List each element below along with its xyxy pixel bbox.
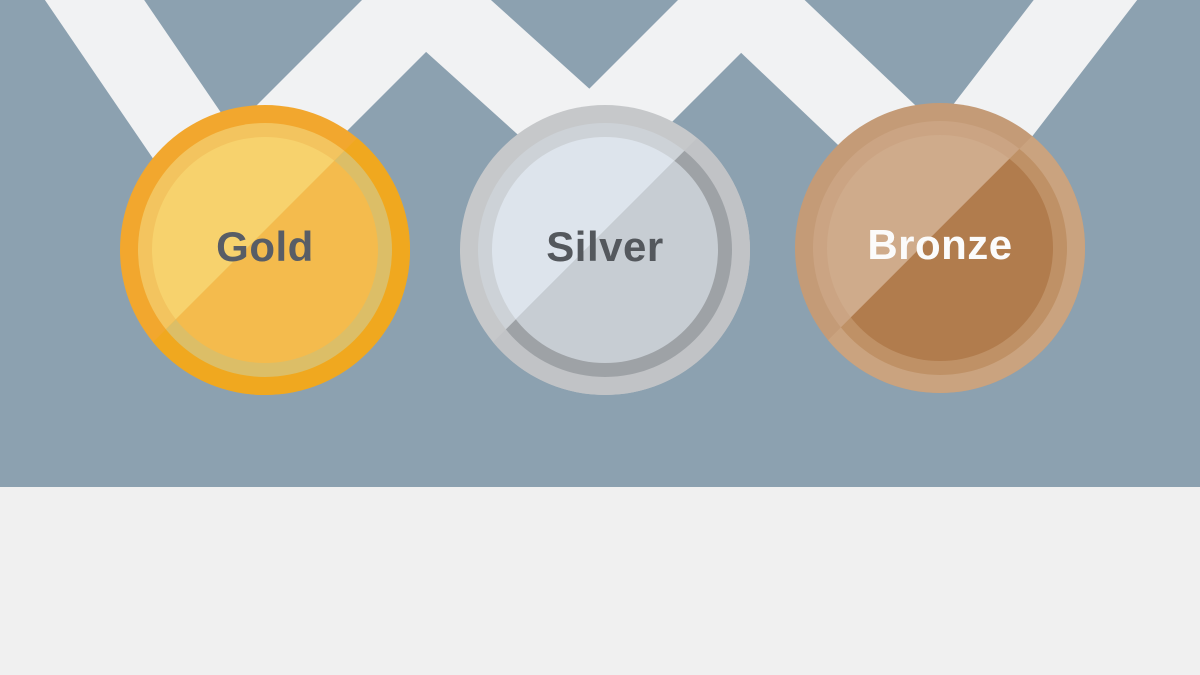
medal-gold-icon xyxy=(120,105,410,395)
medal-label-gold: Gold xyxy=(216,223,314,270)
medals-illustration xyxy=(44,0,1138,395)
footer-band: NEW REPORT 2020 CityHealth Annual Rating… xyxy=(0,487,1200,675)
hero-section: Gold Silver Bronze xyxy=(0,0,1200,487)
medal-label-bronze: Bronze xyxy=(867,221,1013,268)
medal-label-silver: Silver xyxy=(546,223,664,270)
medal-silver-icon xyxy=(460,105,750,395)
medal-bronze-icon xyxy=(795,103,1085,393)
